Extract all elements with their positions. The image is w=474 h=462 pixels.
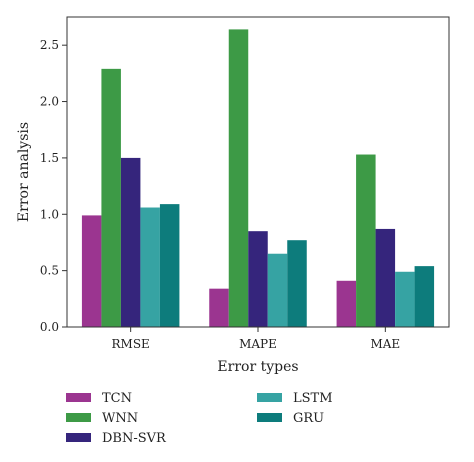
y-axis-title: Error analysis <box>16 122 32 222</box>
y-tick-label: 2.5 <box>40 38 59 52</box>
bar-tcn-rmse <box>81 215 102 327</box>
x-tick-label: MAE <box>370 337 400 351</box>
bar-dbn-svr-mae <box>375 228 396 327</box>
bar-tcn-mape <box>209 288 229 327</box>
legend-label-wnn: WNN <box>102 411 138 426</box>
bar-lstm-rmse <box>140 207 160 327</box>
plot-area <box>81 29 435 328</box>
x-axis-title: Error types <box>217 359 298 375</box>
bar-dbn-svr-rmse <box>120 157 141 327</box>
bar-wnn-mape <box>228 29 249 328</box>
bar-dbn-svr-mape <box>248 231 268 327</box>
x-tick-label: MAPE <box>239 337 277 351</box>
legend-label-tcn: TCN <box>102 391 132 406</box>
legend-swatch-tcn <box>66 393 91 402</box>
legend-swatch-gru <box>257 413 282 422</box>
bar-gru-rmse <box>159 204 180 327</box>
x-tick-label: RMSE <box>112 337 150 351</box>
bar-gru-mae <box>414 266 435 327</box>
legend-label-dbn-svr: DBN-SVR <box>102 431 167 446</box>
bar-wnn-rmse <box>101 68 121 327</box>
y-tick-label: 2.0 <box>40 95 59 109</box>
legend-swatch-lstm <box>257 393 282 402</box>
legend: TCN WNN DBN-SVR LSTM GRU <box>66 391 333 446</box>
y-axis: 0.0 0.5 1.0 1.5 2.0 2.5 <box>40 38 67 334</box>
y-tick-label: 0.5 <box>40 264 59 278</box>
y-tick-label: 1.5 <box>40 151 59 165</box>
x-axis: RMSE MAPE MAE <box>112 327 400 351</box>
legend-swatch-wnn <box>66 413 91 422</box>
bar-lstm-mae <box>395 271 415 327</box>
bar-gru-mape <box>287 240 307 327</box>
legend-label-gru: GRU <box>293 411 324 426</box>
legend-swatch-dbn-svr <box>66 433 91 442</box>
bar-lstm-mape <box>267 253 288 327</box>
y-tick-label: 0.0 <box>40 320 59 334</box>
bar-wnn-mae <box>356 154 376 327</box>
legend-label-lstm: LSTM <box>293 391 333 406</box>
bar-tcn-mae <box>336 280 357 327</box>
y-tick-label: 1.0 <box>40 207 59 221</box>
